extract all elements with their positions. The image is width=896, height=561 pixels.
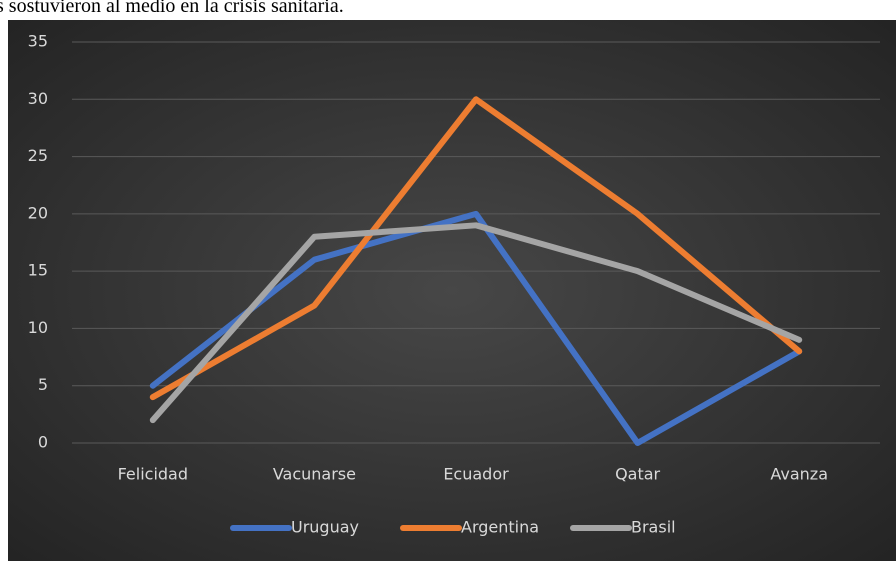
y-tick-label: 0 [38, 433, 48, 452]
legend-label: Argentina [461, 518, 539, 537]
y-tick-label: 35 [28, 32, 48, 51]
chart-background [8, 20, 896, 561]
x-tick-label: Avanza [770, 465, 828, 484]
y-tick-label: 25 [28, 146, 48, 165]
y-tick-label: 5 [38, 375, 48, 394]
legend-label: Uruguay [291, 518, 359, 537]
series-line [149, 96, 803, 401]
x-tick-label: Qatar [615, 465, 660, 484]
heading-text: s sostuvieron al medio en la crisis sani… [0, 0, 344, 17]
y-tick-label: 10 [28, 318, 48, 337]
y-tick-label: 20 [28, 203, 48, 222]
x-tick-label: Vacunarse [273, 465, 356, 484]
series-line [149, 222, 803, 424]
y-tick-label: 15 [28, 261, 48, 280]
y-tick-label: 30 [28, 89, 48, 108]
x-tick-label: Ecuador [443, 465, 509, 484]
legend-label: Brasil [631, 518, 676, 537]
x-tick-label: Felicidad [118, 465, 188, 484]
